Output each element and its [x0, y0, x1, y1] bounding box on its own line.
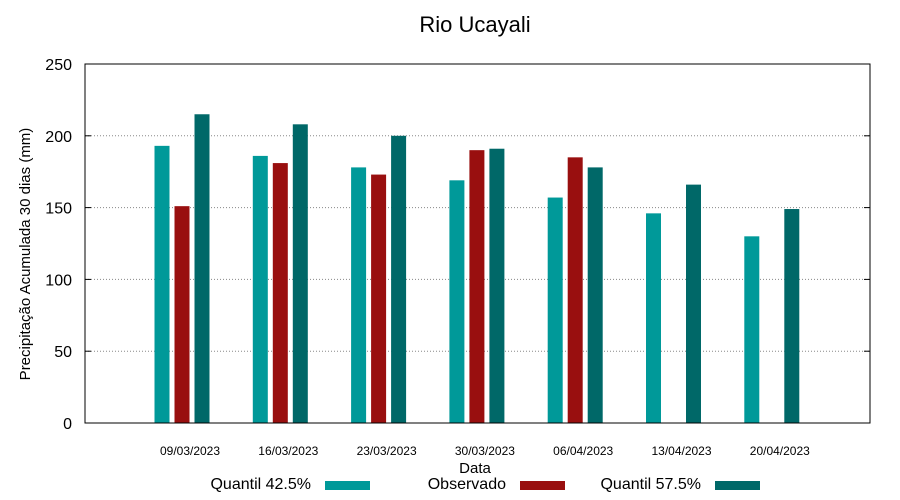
bar-3 [391, 135, 407, 424]
bar-3 [587, 167, 603, 423]
bar-1 [252, 155, 268, 424]
bar-1 [351, 167, 367, 423]
y-tick-label: 50 [54, 344, 72, 361]
x-tick-label: 30/03/2023 [455, 444, 515, 458]
legend: Quantil 42.5% Observado Quantil 57.5% [210, 476, 760, 493]
y-tick-label: 150 [45, 201, 72, 218]
bar-3 [686, 184, 701, 423]
y-tick-label: 100 [45, 272, 72, 289]
bar-3 [489, 148, 505, 423]
x-axis-label: Data [459, 460, 491, 477]
bar-1 [646, 213, 661, 423]
legend-label: Quantil 57.5% [600, 476, 701, 493]
legend-swatch [715, 481, 760, 490]
bar-1 [449, 180, 465, 423]
y-tick-label: 200 [45, 129, 72, 146]
chart-title: Rio Ucayali [419, 12, 530, 37]
bar-2 [174, 206, 190, 423]
bar-2 [567, 157, 583, 423]
bar-3 [194, 114, 210, 423]
x-tick-label: 13/04/2023 [651, 444, 711, 458]
x-tick-label: 06/04/2023 [553, 444, 613, 458]
bar-1 [547, 197, 563, 423]
bar-1 [154, 145, 170, 424]
bar-2 [469, 150, 485, 423]
bars [154, 114, 800, 424]
grid-lines [85, 135, 870, 352]
legend-swatch [520, 481, 565, 490]
x-tick-label: 09/03/2023 [160, 444, 220, 458]
plot-frame [84, 63, 871, 424]
bar-3 [784, 209, 800, 423]
y-tick-label: 0 [63, 416, 72, 433]
x-tick-label: 20/04/2023 [750, 444, 810, 458]
legend-label: Observado [428, 476, 506, 493]
bar-2 [272, 163, 288, 424]
y-axis-label: Precipitação Acumulada 30 dias (mm) [17, 128, 34, 381]
bar-1 [744, 236, 760, 423]
y-axis-ticks: 0 50 100 150 200 250 [45, 57, 870, 433]
bar-2 [371, 174, 387, 423]
x-axis-ticks: 09/03/2023 16/03/2023 23/03/2023 30/03/2023… [160, 444, 810, 458]
legend-label: Quantil 42.5% [210, 476, 311, 493]
x-tick-label: 16/03/2023 [258, 444, 318, 458]
x-tick-label: 23/03/2023 [357, 444, 417, 458]
legend-swatch [325, 481, 370, 490]
y-tick-label: 250 [45, 57, 72, 74]
bar-3 [292, 124, 308, 423]
